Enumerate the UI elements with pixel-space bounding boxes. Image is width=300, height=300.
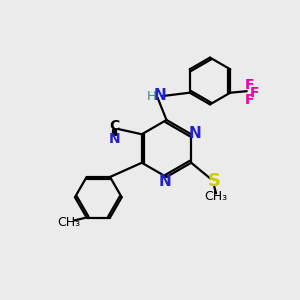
Text: F: F [244,78,254,92]
Text: CH₃: CH₃ [58,216,81,229]
Text: N: N [159,174,171,189]
Text: F: F [244,93,254,106]
Text: C: C [110,119,120,134]
Text: N: N [189,126,202,141]
Text: N: N [154,88,166,104]
Text: N: N [109,132,121,146]
Text: CH₃: CH₃ [205,190,228,203]
Text: H: H [147,89,157,103]
Text: F: F [250,86,260,100]
Text: S: S [208,172,221,190]
